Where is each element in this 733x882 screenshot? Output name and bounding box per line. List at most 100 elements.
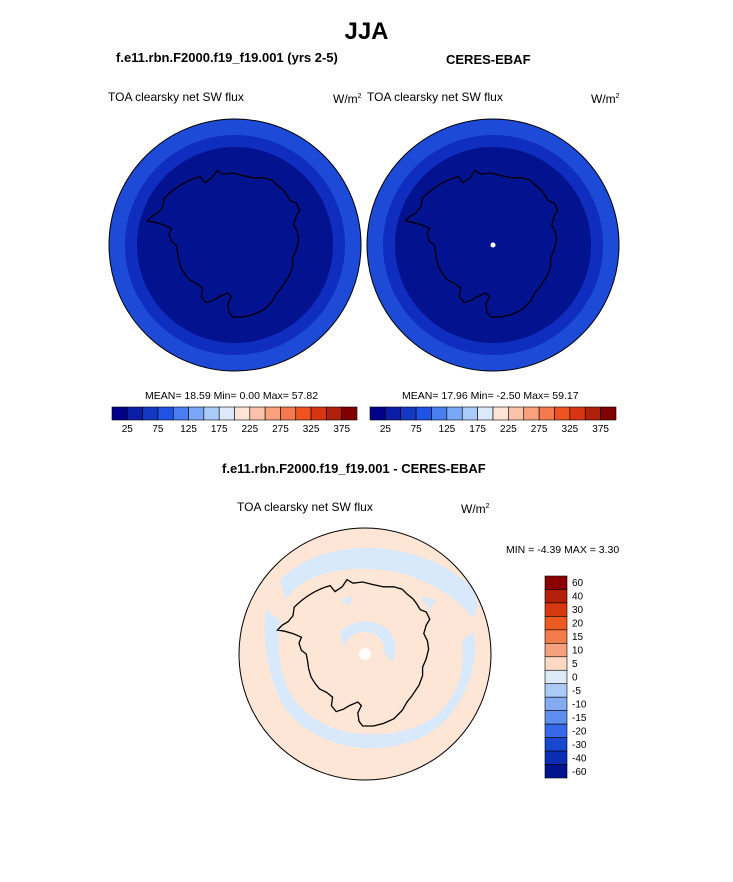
diff-colorbar-box xyxy=(544,737,568,752)
left-colorbar-box xyxy=(249,406,266,421)
right-colorbar-box xyxy=(523,406,540,421)
diff-colorbar-tick-label: 40 xyxy=(572,592,584,603)
diff-colorbar-tick-label: -60 xyxy=(572,767,587,778)
diff-colorbar-box xyxy=(544,669,568,685)
diff-colorbar-box xyxy=(544,764,568,779)
diff-colorbar-tick-label: -15 xyxy=(572,713,587,724)
diff-colorbar-box xyxy=(544,602,568,617)
right-colorbar-tick-label: 225 xyxy=(500,424,517,435)
left-map-interior xyxy=(137,147,333,343)
right-case-title: CERES-EBAF xyxy=(446,52,531,67)
right-colorbar-box xyxy=(461,406,478,421)
left-colorbar-box xyxy=(280,406,297,421)
right-colorbar-box xyxy=(538,406,555,421)
left-colorbar-tick-label: 25 xyxy=(122,424,134,435)
left-colorbar-tick-label: 325 xyxy=(303,424,320,435)
left-colorbar-box xyxy=(127,406,143,421)
right-colorbar-box xyxy=(508,406,525,421)
right-colorbar-tick-label: 75 xyxy=(411,424,423,435)
left-map-border xyxy=(108,118,362,372)
diff-colorbar-tick-label: -40 xyxy=(572,753,587,764)
right-units-label: W/m2 xyxy=(591,92,620,106)
diff-colorbar-tick-label: 0 xyxy=(572,673,578,684)
season-title: JJA xyxy=(344,18,389,45)
diff-colorbar-tick-label: -30 xyxy=(572,740,587,751)
diff-colorbar-tick-label: -5 xyxy=(572,686,581,697)
right-colorbar-box xyxy=(446,406,463,421)
diff-colorbar-box xyxy=(544,696,568,711)
diff-colorbar-box xyxy=(544,643,568,658)
left-colorbar-tick-label: 75 xyxy=(152,424,164,435)
diff-colorbar-tick-label: 20 xyxy=(572,619,584,630)
diff-colorbar-box xyxy=(544,616,568,631)
right-map-border xyxy=(366,118,620,372)
diff-colorbar-tick-label: 10 xyxy=(572,646,584,657)
right-polar-map xyxy=(366,118,620,372)
diff-colorbar-box xyxy=(544,629,568,644)
diff-colorbar-tick-label: 30 xyxy=(572,605,584,616)
left-colorbar-box xyxy=(142,406,159,421)
left-colorbar-box xyxy=(188,406,205,421)
right-colorbar-tick-label: 375 xyxy=(592,424,609,435)
diff-negative-regions xyxy=(264,548,477,749)
left-variable-label: TOA clearsky net SW flux xyxy=(108,90,244,104)
right-colorbar-box xyxy=(569,406,586,421)
left-colorbar-tick-label: 275 xyxy=(272,424,289,435)
left-colorbar-tick-label: 375 xyxy=(333,424,350,435)
diff-colorbar-tick-label: 60 xyxy=(572,578,584,589)
diff-colorbar-tick-label: -10 xyxy=(572,699,587,710)
right-map-pole-dot xyxy=(490,242,496,248)
right-colorbar: 25 75 125 175 225 275 325 375 xyxy=(369,406,617,435)
diff-map-border xyxy=(238,527,492,781)
right-colorbar-tick-label: 125 xyxy=(439,424,456,435)
left-colorbar-box xyxy=(341,406,358,421)
left-colorbar-box xyxy=(295,406,312,421)
left-colorbar-box xyxy=(326,406,342,421)
diff-colorbar-tick-label: -20 xyxy=(572,726,587,737)
left-colorbar-box xyxy=(264,406,281,421)
left-units-label: W/m2 xyxy=(333,92,362,106)
diff-colorbar-box xyxy=(544,683,568,698)
left-colorbar-tick-label: 125 xyxy=(180,424,197,435)
left-colorbar-box xyxy=(218,406,235,421)
left-colorbar: 25 75 125 175 225 275 325 375 xyxy=(111,406,358,435)
diff-colorbar-tick-label: 15 xyxy=(572,632,584,643)
right-colorbar-box xyxy=(492,406,509,421)
left-case-title: f.e11.rbn.F2000.f19_f19.001 (yrs 2-5) xyxy=(116,50,338,65)
right-colorbar-box xyxy=(600,406,617,421)
right-colorbar-box xyxy=(385,406,402,421)
diff-colorbar: 60 40 30 20 15 10 5 0 -5 -10 -15 -20 -30 -40 -60 xyxy=(544,575,587,779)
left-colorbar-tick-label: 225 xyxy=(241,424,258,435)
diff-colorbar-box xyxy=(544,710,568,725)
right-colorbar-box xyxy=(369,406,386,421)
diff-colorbar-box xyxy=(544,656,568,671)
right-colorbar-box xyxy=(477,406,494,421)
diff-colorbar-box xyxy=(544,750,568,765)
diff-colorbar-box xyxy=(544,723,568,738)
left-colorbar-box xyxy=(203,406,220,421)
diff-colorbar-tick-label: 5 xyxy=(572,659,578,670)
right-colorbar-tick-label: 175 xyxy=(469,424,486,435)
left-colorbar-box xyxy=(111,406,128,421)
right-colorbar-box xyxy=(400,406,417,421)
left-colorbar-box xyxy=(172,406,189,421)
diff-units-label: W/m2 xyxy=(461,502,490,516)
left-colorbar-box xyxy=(234,406,251,421)
diff-colorbar-box xyxy=(544,589,568,604)
diff-minmax: MIN = -4.39 MAX = 3.30 xyxy=(506,544,620,556)
left-colorbar-tick-label: 175 xyxy=(211,424,228,435)
right-colorbar-tick-label: 275 xyxy=(531,424,548,435)
right-colorbar-box xyxy=(431,406,448,421)
diff-variable-label: TOA clearsky net SW flux xyxy=(237,500,373,514)
left-stats: MEAN= 18.59 Min= 0.00 Max= 57.82 xyxy=(145,390,319,402)
diff-colorbar-box xyxy=(544,575,568,590)
left-colorbar-box xyxy=(310,406,327,421)
right-stats: MEAN= 17.96 Min= -2.50 Max= 59.17 xyxy=(402,390,579,402)
left-polar-map xyxy=(108,118,362,372)
right-colorbar-tick-label: 325 xyxy=(562,424,579,435)
right-variable-label: TOA clearsky net SW flux xyxy=(367,90,503,104)
right-colorbar-box xyxy=(415,406,432,421)
left-colorbar-box xyxy=(157,406,174,421)
right-colorbar-box xyxy=(554,406,571,421)
